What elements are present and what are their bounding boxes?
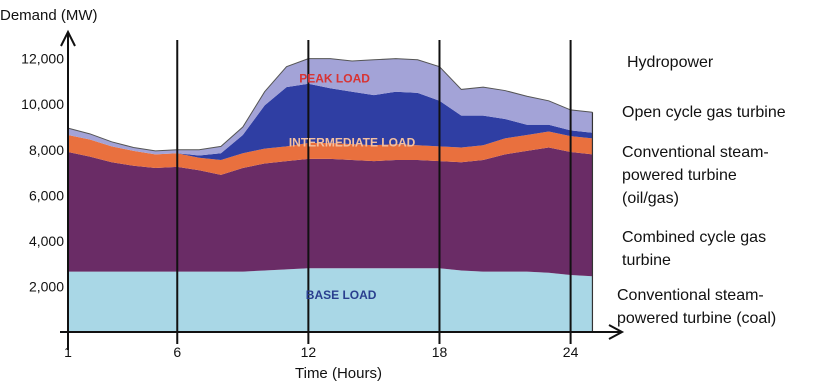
legend-label: Conventional steam- xyxy=(617,287,764,304)
x-tick-label: 18 xyxy=(432,344,448,360)
y-tick-label: 8,000 xyxy=(29,142,64,158)
load-annotations: PEAK LOAD INTERMEDIATE LOAD BASE LOAD xyxy=(289,72,416,302)
legend-label: Combined cycle gas xyxy=(622,229,766,246)
area-combined-cycle-gas-turbine xyxy=(68,147,593,277)
area-conventional-steam-powered-turbine-oil-gas xyxy=(68,131,593,175)
legend-label: Conventional steam- xyxy=(622,144,769,161)
annotation-base-load: BASE LOAD xyxy=(306,288,377,302)
x-axis-arrow xyxy=(608,324,625,340)
stacked-areas xyxy=(67,58,594,332)
y-tick-label: 12,000 xyxy=(21,51,64,67)
area-open-cycle-gas-turbine xyxy=(68,83,593,161)
legend-label: Open cycle gas turbine xyxy=(622,104,786,121)
annotation-intermediate-load: INTERMEDIATE LOAD xyxy=(289,135,416,149)
y-axis-arrow xyxy=(60,29,76,47)
y-axis-label: Demand (MW) xyxy=(0,7,98,24)
x-tick-label: 24 xyxy=(563,344,579,360)
tick-labels: 2,000 4,000 6,000 8,000 10,000 12,000 1 6 12 18 24 xyxy=(21,51,578,360)
x-tick-label: 1 xyxy=(64,344,72,360)
area-hydropower xyxy=(68,58,593,156)
y-tick-label: 2,000 xyxy=(29,278,64,294)
x-axis-label: Time (Hours) xyxy=(295,365,382,382)
y-tick-label: 4,000 xyxy=(29,233,64,249)
legend: Hydropower Open cycle gas turbine Conventi… xyxy=(617,54,786,327)
legend-label: Hydropower xyxy=(627,54,714,71)
annotation-peak-load: PEAK LOAD xyxy=(299,72,370,86)
y-tick-label: 6,000 xyxy=(29,187,64,203)
area-conventional-steam-powered-turbine-coal xyxy=(68,268,593,332)
legend-label: (oil/gas) xyxy=(622,190,679,207)
legend-label: powered turbine xyxy=(622,167,737,184)
total-demand-outline xyxy=(67,58,593,152)
axes xyxy=(60,29,625,350)
legend-label: turbine xyxy=(622,252,671,269)
x-tick-label: 6 xyxy=(173,344,181,360)
x-tick-label: 12 xyxy=(301,344,317,360)
legend-label: powered turbine (coal) xyxy=(617,310,776,327)
hour-markers xyxy=(176,40,572,344)
y-tick-label: 10,000 xyxy=(21,96,64,112)
